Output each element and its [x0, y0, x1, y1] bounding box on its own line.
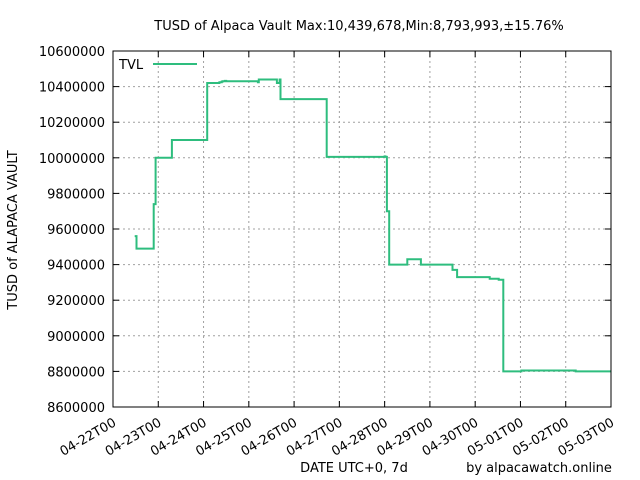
y-tick-label: 10200000 [39, 116, 105, 131]
legend: TVL [118, 58, 197, 73]
y-tick-label: 8800000 [47, 365, 105, 380]
x-axis-label: DATE UTC+0, 7d [300, 461, 408, 476]
legend-label: TVL [118, 58, 144, 73]
y-tick-label: 9800000 [47, 187, 105, 202]
y-tick-label: 9200000 [47, 294, 105, 309]
chart-title: TUSD of Alpaca Vault Max:10,439,678,Min:… [153, 19, 563, 34]
grid-lines [113, 51, 611, 407]
y-tick-label: 10000000 [39, 152, 105, 167]
y-tick-label: 9400000 [47, 259, 105, 274]
y-axis-ticks: 8600000 8800000 9000000 9200000 9400000 96000… [39, 45, 611, 416]
y-tick-label: 8600000 [47, 401, 105, 416]
y-tick-label: 10600000 [39, 45, 105, 60]
y-tick-label: 10400000 [39, 81, 105, 96]
plot-border [112, 50, 612, 408]
y-tick-label: 9600000 [47, 223, 105, 238]
y-tick-label: 9000000 [47, 330, 105, 345]
credit-text: by alpacawatch.online [466, 461, 612, 476]
x-axis-ticks: 04-22T0004-23T0004-24T0004-25T0004-26T00… [58, 51, 617, 460]
y-axis-label: TUSD of ALAPACA VAULT [6, 150, 21, 311]
series-line-tvl [134, 78, 611, 373]
